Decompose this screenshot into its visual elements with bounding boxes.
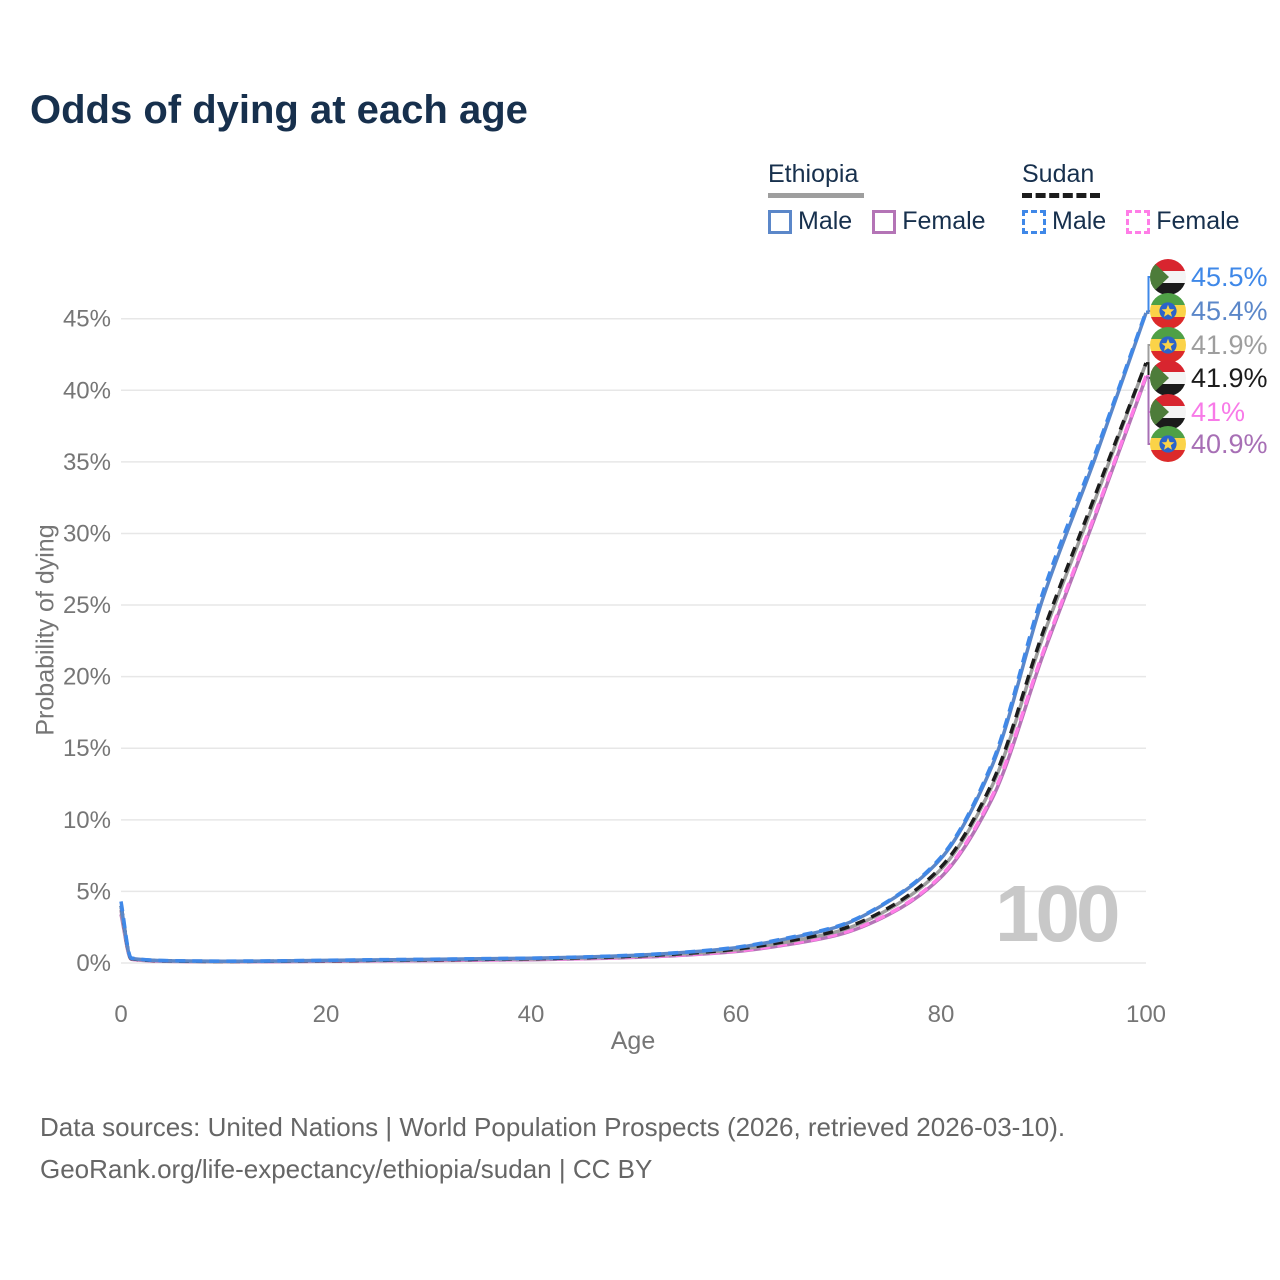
sudan-female-swatch-icon (1126, 209, 1151, 234)
y-tick-label: 40% (63, 377, 111, 404)
x-tick-label: 40 (518, 1001, 545, 1028)
y-tick-label: 15% (63, 735, 111, 762)
legend-header-sudan[interactable]: Sudan (1022, 160, 1101, 198)
legend-item-ethiopia-female[interactable]: Female (872, 207, 986, 236)
legend-label: Female (902, 207, 986, 235)
x-tick-label: 100 (1126, 1001, 1166, 1028)
line-sudan-male[interactable] (119, 310, 1148, 963)
y-tick-label: 10% (63, 807, 111, 834)
sudan-male-swatch-icon (1022, 209, 1046, 234)
x-tick-label: 80 (928, 1001, 955, 1028)
age-watermark: 100 (995, 869, 1121, 958)
x-tick-label: 20 (313, 1001, 340, 1028)
legend-header-ethiopia[interactable]: Ethiopia (768, 160, 865, 198)
endpoint-label-sudan-41: 41% (1150, 394, 1245, 430)
footer-sources-line: Data sources: United Nations | World Pop… (40, 1112, 1066, 1142)
y-tick-label: 20% (63, 664, 111, 691)
footer: Data sources: United Nations | World Pop… (40, 1106, 1065, 1190)
line-ethiopia-both-sexes[interactable] (119, 362, 1148, 964)
ethiopia-flag-icon (1150, 327, 1186, 363)
y-tick-label: 0% (76, 950, 111, 977)
y-tick-label: 35% (63, 449, 111, 476)
legend-label: Male (1052, 207, 1107, 235)
legend-group-sudan: Sudan Male Female (1022, 160, 1240, 236)
legend-label: Female (1156, 207, 1240, 235)
legend-group-ethiopia: Ethiopia Male Female (768, 160, 986, 236)
sudan-flag-icon (1150, 394, 1186, 430)
endpoint-value: 41% (1191, 396, 1246, 427)
endpoint-label-ethiopia-409: 40.9% (1150, 426, 1268, 462)
legend-item-sudan-female[interactable]: Female (1126, 207, 1240, 236)
sudan-flag-icon (1150, 360, 1186, 396)
legend-item-ethiopia-male[interactable]: Male (768, 207, 852, 236)
endpoint-label-sudan-455: 45.5% (1150, 259, 1268, 295)
page-title: Odds of dying at each age (30, 88, 528, 132)
endpoint-label-ethiopia-419: 41.9% (1150, 327, 1268, 363)
x-tick-label: 0 (114, 1001, 127, 1028)
endpoint-label-sudan-419: 41.9% (1150, 360, 1268, 396)
endpoint-value: 45.4% (1191, 295, 1268, 326)
line-sudan-both-sexes[interactable] (119, 362, 1148, 964)
endpoint-value: 45.5% (1191, 261, 1268, 292)
y-tick-label: 5% (76, 878, 111, 905)
ethiopia-flag-icon (1150, 293, 1186, 329)
ethiopia-flag-icon (1150, 426, 1186, 462)
endpoint-value: 41.9% (1191, 362, 1268, 393)
y-tick-label: 45% (63, 306, 111, 333)
line-ethiopia-male[interactable] (119, 312, 1148, 964)
endpoint-value: 40.9% (1191, 428, 1268, 459)
endpoint-label-ethiopia-454: 45.4% (1150, 293, 1268, 329)
line-ethiopia-female[interactable] (119, 376, 1148, 964)
ethiopia-female-swatch-icon (872, 209, 897, 234)
endpoint-value: 41.9% (1191, 329, 1268, 360)
legend-item-sudan-male[interactable]: Male (1022, 207, 1106, 236)
x-axis-title: Age (610, 1027, 656, 1055)
footer-url-line: GeoRank.org/life-expectancy/ethiopia/sud… (40, 1154, 653, 1184)
y-tick-label: 25% (63, 592, 111, 619)
ethiopia-male-swatch-icon (768, 209, 792, 234)
line-sudan-female[interactable] (119, 375, 1148, 964)
legend-label: Male (798, 207, 853, 235)
y-axis-title: Probability of dying (31, 524, 60, 736)
y-tick-label: 30% (63, 520, 111, 547)
x-tick-label: 60 (723, 1001, 750, 1028)
sudan-flag-icon (1150, 259, 1186, 295)
